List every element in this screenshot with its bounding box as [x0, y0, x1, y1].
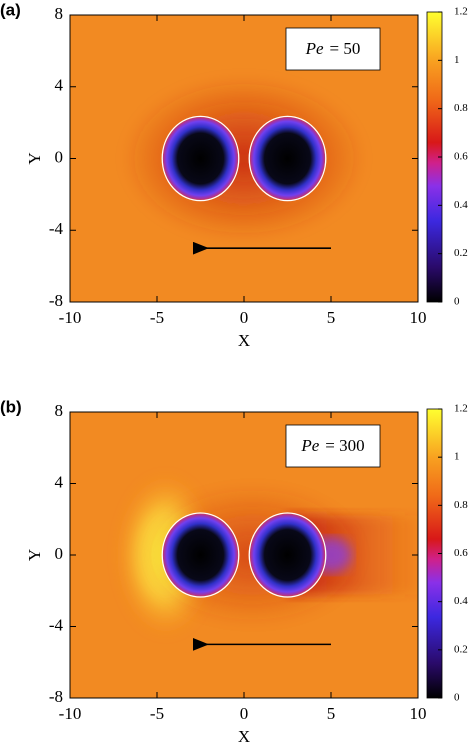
- particle: [162, 116, 239, 201]
- colorbar-tick-label: 0.8: [454, 499, 468, 511]
- x-tick-label: 10: [410, 308, 427, 327]
- particle: [249, 512, 326, 598]
- annotation-value: = 50: [330, 39, 361, 58]
- colorbar-tick-label: 1.2: [454, 403, 468, 415]
- colorbar-tick-label: 0.2: [454, 643, 468, 655]
- y-axis-label: Y: [25, 152, 44, 164]
- particle-outline: [248, 512, 327, 598]
- annotation-value: = 300: [325, 436, 364, 455]
- y-tick-label: 4: [55, 472, 64, 491]
- x-tick-label: 0: [240, 308, 249, 327]
- particle-outline: [248, 115, 327, 202]
- particle-outline: [161, 115, 240, 202]
- x-axis-label: X: [238, 727, 250, 746]
- colorbar-tick-label: 0.6: [454, 547, 468, 559]
- y-axis-label: Y: [25, 549, 44, 561]
- colorbar-tick-label: 1.2: [454, 6, 468, 18]
- annotation-symbol: Pe: [305, 39, 324, 58]
- y-tick-label: -4: [49, 219, 64, 238]
- panel-label: (b): [0, 397, 22, 416]
- annotation-symbol: Pe: [300, 436, 319, 455]
- x-axis-label: X: [238, 331, 250, 350]
- x-tick-label: 5: [327, 704, 336, 723]
- colorbar-tick-label: 0.2: [454, 247, 468, 259]
- colorbar-tick-label: 0.6: [454, 151, 468, 163]
- y-tick-label: 4: [55, 76, 64, 95]
- particle: [249, 116, 326, 201]
- y-tick-label: 0: [55, 544, 64, 563]
- y-tick-label: 8: [55, 401, 64, 420]
- panel-label: (a): [0, 0, 21, 19]
- annotation: Pe = 50: [305, 39, 361, 58]
- colorbar-tick-label: 0: [454, 296, 460, 308]
- colorbar-tick-label: 1: [454, 54, 460, 66]
- y-tick-label: 0: [55, 147, 64, 166]
- y-tick-label: 8: [55, 4, 64, 23]
- annotation-box: [285, 424, 381, 468]
- y-tick-label: -4: [49, 615, 64, 634]
- x-tick-label: -10: [59, 704, 82, 723]
- x-tick-label: 0: [240, 704, 249, 723]
- x-tick-label: -5: [150, 308, 164, 327]
- annotation-box: [285, 27, 381, 71]
- x-tick-label: 10: [410, 704, 427, 723]
- annotation: Pe = 300: [300, 436, 364, 455]
- colorbar-tick-label: 0.4: [454, 595, 468, 607]
- y-tick-label: -8: [49, 687, 63, 706]
- particle: [162, 512, 239, 598]
- x-tick-label: -10: [59, 308, 82, 327]
- colorbar-tick-label: 0.4: [454, 199, 468, 211]
- colorbar-tick-label: 0.8: [454, 102, 468, 114]
- particle-outline: [161, 512, 240, 598]
- x-tick-label: -5: [150, 704, 164, 723]
- colorbar-tick-label: 0: [454, 692, 460, 704]
- shadow: [122, 75, 366, 242]
- colorbar-tick-label: 1: [454, 451, 460, 463]
- y-tick-label: -8: [49, 291, 63, 310]
- x-tick-label: 5: [327, 308, 336, 327]
